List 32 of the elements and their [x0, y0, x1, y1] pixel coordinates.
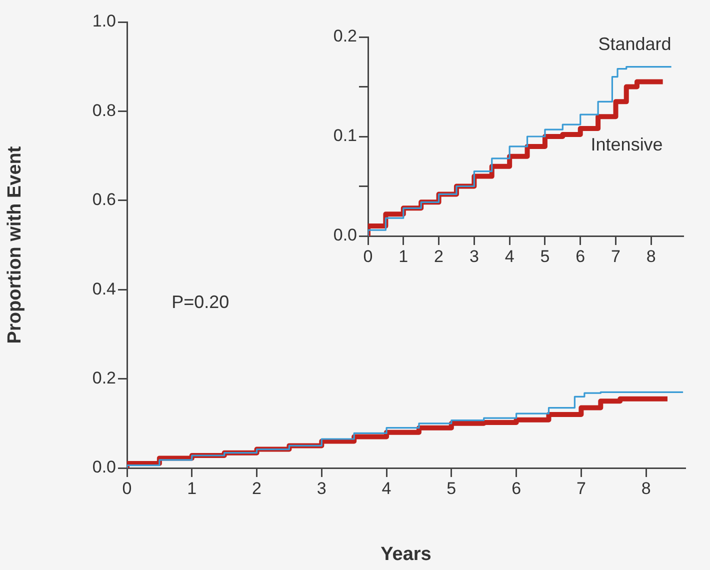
y-axis-title: Proportion with Event [4, 146, 26, 344]
y-tick-label: 0.4 [92, 279, 116, 298]
x-tick-label: 6 [576, 246, 586, 266]
x-tick-label: 8 [641, 478, 651, 498]
x-tick-label: 4 [382, 478, 392, 498]
x-tick-label: 4 [504, 246, 514, 266]
x-tick-label: 5 [540, 246, 550, 266]
y-tick-label: 0.0 [92, 458, 116, 477]
y-tick-label: 1.0 [92, 12, 116, 31]
y-tick-label: 0.6 [92, 190, 116, 210]
x-tick-label: 8 [646, 246, 656, 266]
y-tick-label: 0.2 [92, 368, 116, 388]
y-tick-label: 0.1 [333, 126, 357, 146]
x-tick-label: 0 [363, 246, 373, 266]
x-tick-label: 0 [122, 478, 132, 498]
y-tick-label: 0.2 [333, 26, 357, 46]
x-tick-label: 3 [469, 246, 479, 266]
series-label: Intensive [590, 134, 663, 155]
x-tick-label: 2 [252, 478, 262, 498]
x-tick-label: 2 [434, 246, 444, 266]
x-axis-title: Years [380, 544, 432, 565]
x-tick-label: 7 [576, 478, 586, 498]
x-tick-label: 1 [398, 246, 408, 266]
x-tick-label: 5 [446, 478, 456, 498]
x-tick-label: 7 [611, 246, 620, 266]
y-tick-label: 0.0 [333, 226, 357, 245]
x-tick-label: 3 [316, 478, 326, 498]
x-tick-label: 1 [187, 478, 197, 498]
y-tick-label: 0.8 [92, 100, 116, 120]
x-tick-label: 6 [512, 478, 522, 498]
series-label: Standard [598, 34, 672, 54]
annotation: P=0.20 [172, 292, 230, 312]
